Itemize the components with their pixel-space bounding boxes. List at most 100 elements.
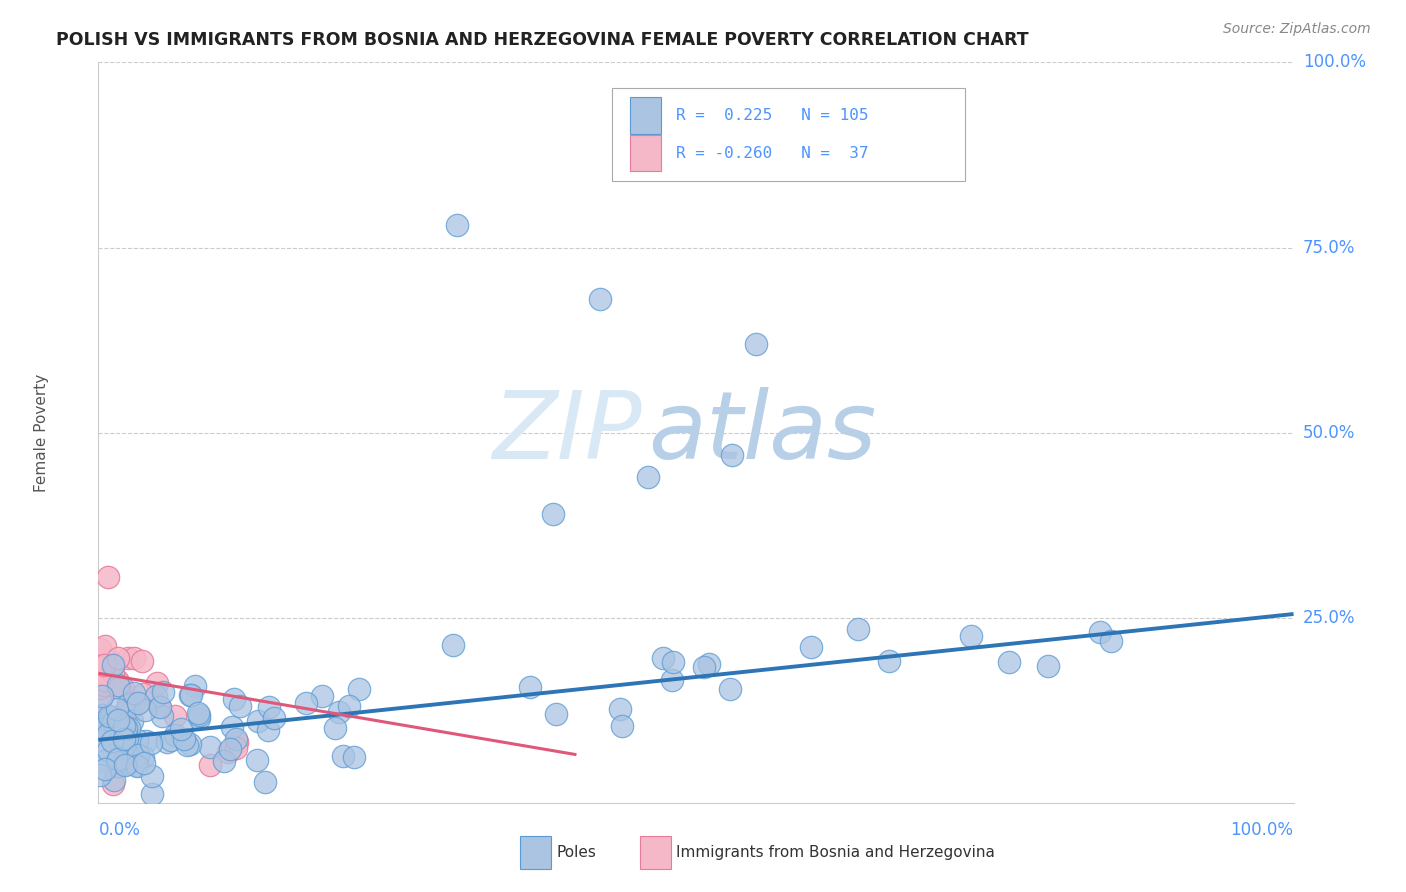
Point bbox=[187, 707, 209, 722]
Point bbox=[159, 733, 181, 747]
Point bbox=[112, 732, 135, 747]
Point bbox=[94, 659, 117, 673]
Point bbox=[127, 697, 149, 711]
Point bbox=[141, 787, 163, 801]
Point bbox=[1088, 624, 1111, 639]
Text: 25.0%: 25.0% bbox=[1303, 608, 1355, 627]
Point bbox=[146, 676, 169, 690]
Point bbox=[332, 749, 354, 764]
Point bbox=[610, 719, 633, 733]
Point bbox=[89, 768, 111, 782]
Point bbox=[89, 694, 111, 708]
Point bbox=[311, 689, 333, 703]
Point bbox=[1099, 634, 1122, 648]
Point bbox=[343, 750, 366, 764]
Point bbox=[91, 689, 114, 703]
Point bbox=[112, 681, 135, 696]
Point bbox=[637, 470, 659, 484]
FancyBboxPatch shape bbox=[630, 135, 661, 171]
Point bbox=[111, 756, 134, 770]
Point bbox=[90, 722, 112, 736]
Point bbox=[155, 735, 177, 749]
Point bbox=[349, 681, 371, 696]
Point bbox=[246, 753, 269, 767]
Text: R =  0.225   N = 105: R = 0.225 N = 105 bbox=[676, 109, 868, 123]
Text: 50.0%: 50.0% bbox=[1303, 424, 1355, 442]
Point bbox=[124, 696, 146, 710]
Point bbox=[745, 336, 768, 351]
Point bbox=[105, 702, 128, 716]
Point bbox=[998, 655, 1021, 669]
Point bbox=[652, 650, 675, 665]
Point bbox=[222, 692, 245, 706]
Text: 100.0%: 100.0% bbox=[1230, 822, 1294, 839]
Point bbox=[141, 769, 163, 783]
Point bbox=[107, 675, 129, 690]
Point bbox=[101, 777, 124, 791]
Point bbox=[661, 673, 683, 687]
Point bbox=[127, 748, 149, 763]
Point bbox=[107, 681, 129, 695]
Point bbox=[134, 703, 156, 717]
Point bbox=[114, 743, 136, 757]
Point bbox=[184, 679, 207, 693]
Point bbox=[132, 687, 155, 701]
Point bbox=[212, 754, 235, 768]
Point bbox=[89, 681, 111, 695]
Point bbox=[152, 685, 174, 699]
Point bbox=[721, 448, 744, 462]
Point bbox=[111, 708, 134, 723]
Point bbox=[97, 743, 120, 757]
Text: ZIP: ZIP bbox=[492, 387, 643, 478]
Text: Source: ZipAtlas.com: Source: ZipAtlas.com bbox=[1223, 22, 1371, 37]
Point bbox=[295, 696, 318, 710]
Point bbox=[609, 702, 631, 716]
Point bbox=[94, 762, 117, 776]
Point bbox=[254, 775, 277, 789]
Text: 100.0%: 100.0% bbox=[1303, 54, 1367, 71]
Point bbox=[93, 754, 115, 768]
FancyBboxPatch shape bbox=[520, 836, 551, 869]
Text: POLISH VS IMMIGRANTS FROM BOSNIA AND HERZEGOVINA FEMALE POVERTY CORRELATION CHAR: POLISH VS IMMIGRANTS FROM BOSNIA AND HER… bbox=[56, 31, 1029, 49]
Point bbox=[247, 714, 270, 728]
Point bbox=[225, 740, 247, 755]
Point bbox=[257, 700, 280, 714]
Point bbox=[89, 669, 111, 683]
Point bbox=[93, 678, 115, 692]
Point bbox=[697, 657, 720, 671]
Point bbox=[117, 651, 139, 665]
Point bbox=[188, 710, 211, 724]
Point bbox=[107, 755, 129, 769]
Point bbox=[134, 756, 156, 771]
Text: 0.0%: 0.0% bbox=[98, 822, 141, 839]
Point bbox=[149, 699, 172, 714]
FancyBboxPatch shape bbox=[613, 88, 965, 181]
Point bbox=[112, 719, 135, 733]
Point bbox=[959, 629, 981, 643]
Point bbox=[179, 737, 201, 751]
Point bbox=[219, 742, 242, 756]
Point bbox=[89, 743, 111, 757]
Point bbox=[93, 650, 115, 665]
FancyBboxPatch shape bbox=[640, 836, 671, 869]
Point bbox=[120, 701, 142, 715]
Point bbox=[200, 758, 222, 772]
Point bbox=[97, 570, 120, 584]
Text: atlas: atlas bbox=[648, 387, 876, 478]
Point bbox=[89, 641, 111, 656]
Point bbox=[225, 732, 247, 747]
Point bbox=[122, 686, 145, 700]
Point bbox=[328, 705, 350, 719]
Point bbox=[103, 772, 125, 787]
Point bbox=[112, 740, 135, 755]
Point bbox=[120, 744, 142, 758]
Point bbox=[148, 699, 170, 714]
Point bbox=[98, 708, 121, 723]
Point bbox=[170, 722, 193, 736]
Point bbox=[107, 759, 129, 773]
Point bbox=[544, 706, 567, 721]
Point bbox=[100, 673, 122, 688]
Text: Female Poverty: Female Poverty bbox=[34, 374, 49, 491]
Point bbox=[93, 657, 115, 672]
Point bbox=[693, 660, 716, 674]
